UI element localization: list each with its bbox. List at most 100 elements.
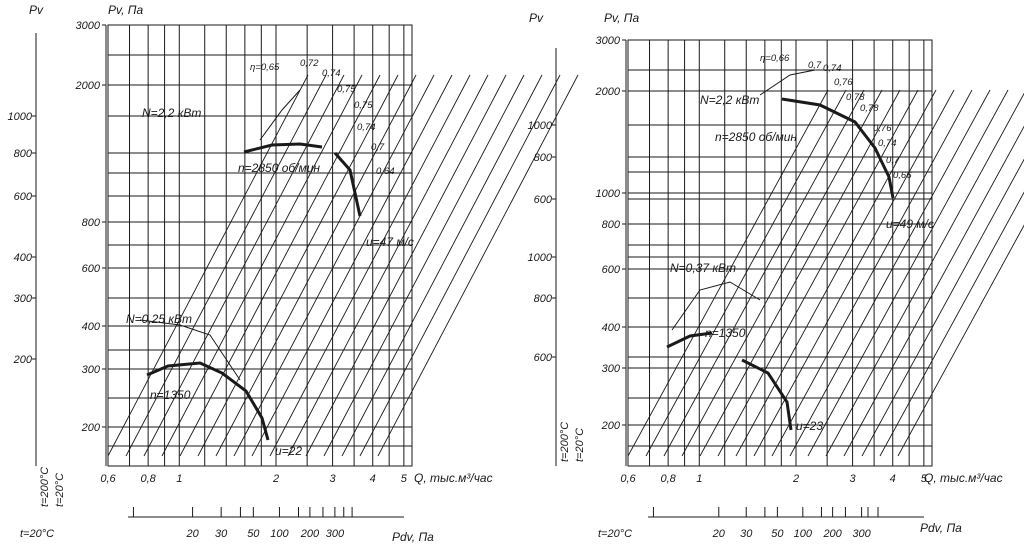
x2-temperature-label: t=20°C xyxy=(598,528,632,540)
velocity-line xyxy=(753,89,955,457)
y-inner-title: Pv, Па xyxy=(604,11,639,25)
y-outer-tick-label: 600 xyxy=(14,191,33,203)
x2-temperature-label: t=20°C xyxy=(20,528,54,540)
speed-low-label: n=1350 xyxy=(705,326,746,340)
velocity-line xyxy=(215,74,417,457)
velocity-line xyxy=(897,224,1024,457)
y-outer-tick-label: 800 xyxy=(14,148,33,160)
velocity-line xyxy=(341,74,543,457)
x2-tick-label: 300 xyxy=(326,528,345,540)
temperature-label: t=20°C xyxy=(54,473,66,507)
grid xyxy=(107,24,413,467)
y-outer-tick-label: 1000 xyxy=(528,120,553,132)
y-outer-tick-label: 200 xyxy=(13,354,33,366)
efficiency-label: 0,7 xyxy=(808,60,822,71)
efficiency-label: η=0,66 xyxy=(760,53,790,64)
efficiency-arc xyxy=(259,89,301,141)
series-line xyxy=(666,331,713,349)
series-line xyxy=(146,361,270,441)
x2-tick-label: 100 xyxy=(794,528,813,540)
temperature-label: t=200°C xyxy=(559,422,571,462)
efficiency-label: 0,64 xyxy=(376,166,395,177)
x-tick-label: 3 xyxy=(850,473,857,485)
velocity-line xyxy=(843,125,1024,457)
y-inner-tick-label: 600 xyxy=(602,264,621,276)
y-inner-tick-label: 800 xyxy=(82,217,101,229)
efficiency-arc xyxy=(671,281,761,331)
velocity-line xyxy=(305,74,507,457)
velocity-line xyxy=(197,74,399,457)
y-inner-tick-label: 200 xyxy=(601,420,621,432)
efficiency-label: 0,66 xyxy=(893,170,912,181)
power-low-label: N=0,25 кВт xyxy=(126,312,192,326)
y-inner-tick-label: 2000 xyxy=(75,80,101,92)
velocity-line xyxy=(879,191,1024,457)
x-tick-label: 5 xyxy=(921,473,928,485)
velocity-line xyxy=(825,92,1024,457)
velocity-line xyxy=(807,89,1009,457)
x2-tick-label: 300 xyxy=(852,528,871,540)
velocity-line xyxy=(861,158,1024,457)
chart-left: 3000 2000 800 600 400 300 200 1000 800 600 400 300 2… xyxy=(8,3,579,544)
x-tick-label: 2 xyxy=(792,473,799,485)
y-outer-tick-label: 800 xyxy=(534,152,553,164)
y-inner-tick-label: 200 xyxy=(81,422,101,434)
y-outer-tick-label: 1000 xyxy=(8,111,33,123)
y-outer-tick-label: 1000 xyxy=(528,252,553,264)
y-inner-tick-label: 400 xyxy=(82,321,101,333)
chart-right: 3000 2000 1000 800 600 400 300 200 1000 800 600 100… xyxy=(528,11,1024,540)
x-tick-label: 0,8 xyxy=(660,473,676,485)
velocity-line xyxy=(161,74,363,457)
efficiency-arc xyxy=(139,319,241,381)
speed-high-label: n=2850 об/мин xyxy=(238,161,320,175)
y-inner-title: Pv, Па xyxy=(108,3,143,17)
velocity-line xyxy=(323,74,525,457)
velocity-lines xyxy=(627,89,1024,457)
x-tick-label: 5 xyxy=(401,473,408,485)
x-axis-title: Q, тыс.м³/час xyxy=(414,471,493,485)
y-outer-tick-label: 600 xyxy=(534,352,553,364)
velocity-line xyxy=(143,74,345,457)
y-inner-tick-label: 800 xyxy=(602,219,621,231)
series-line xyxy=(333,152,362,217)
efficiency-label: η=0,65 xyxy=(250,62,280,73)
y-inner-tick-label: 600 xyxy=(82,263,101,275)
x-tick-label: 1 xyxy=(176,473,182,485)
x2-tick-label: 100 xyxy=(270,528,289,540)
velocity-line xyxy=(699,89,901,457)
efficiency-label: 0,74 xyxy=(357,122,376,133)
x2-tick-label: 30 xyxy=(740,528,753,540)
velocity-high-label: u=47 м/с xyxy=(366,235,414,249)
efficiency-arc xyxy=(759,69,816,96)
efficiency-label: 0,7 xyxy=(371,142,385,153)
power-high-label: N=2,2 кВт xyxy=(142,106,201,120)
velocity-line xyxy=(717,89,919,457)
series-line xyxy=(741,358,793,431)
velocity-line xyxy=(663,89,865,457)
velocity-line xyxy=(287,74,489,457)
velocity-line xyxy=(789,89,991,457)
velocity-low-label: u=22 xyxy=(275,444,302,458)
x2-tick-label: 50 xyxy=(771,528,784,540)
efficiency-label: 0,7 xyxy=(886,155,900,166)
speed-high-label: n=2850 об/мин xyxy=(715,130,797,144)
velocity-line xyxy=(771,89,973,457)
efficiency-label: 0,74 xyxy=(322,68,341,79)
power-low-label: N=0,37 кВт xyxy=(670,261,736,275)
temperature-label: t=20°C xyxy=(574,428,586,462)
velocity-line xyxy=(251,74,453,457)
y-inner-tick-label: 300 xyxy=(602,363,621,375)
y-inner-tick-label: 1000 xyxy=(596,188,621,200)
velocity-line xyxy=(107,74,309,457)
efficiency-label: 0,74 xyxy=(878,138,897,149)
x-tick-label: 4 xyxy=(890,473,896,485)
velocity-high-label: u=49 м/с xyxy=(886,217,934,231)
x2-tick-label: 50 xyxy=(247,528,260,540)
x-tick-label: 0,6 xyxy=(100,473,116,485)
velocity-line xyxy=(377,74,579,457)
velocity-line xyxy=(681,89,883,457)
x-tick-label: 4 xyxy=(370,473,376,485)
series-line xyxy=(243,142,323,154)
grid xyxy=(627,39,933,467)
